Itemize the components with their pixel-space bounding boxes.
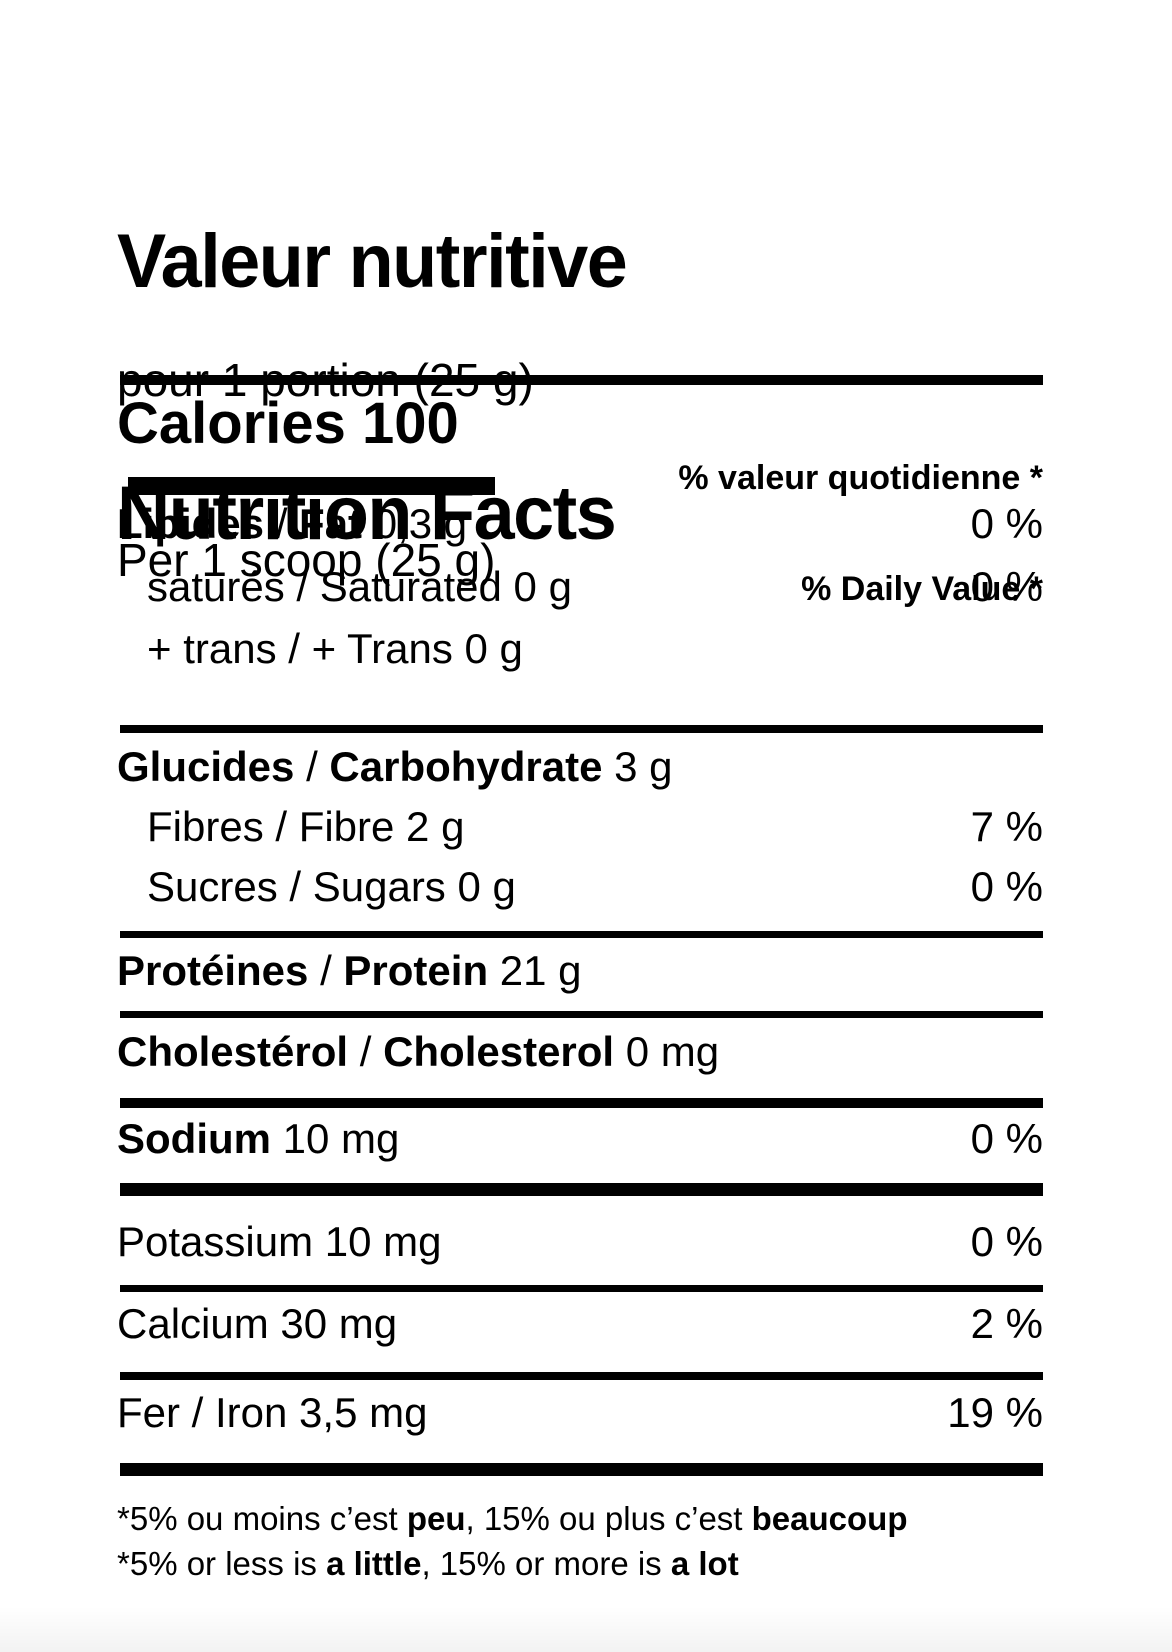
nutrient-name-fr: Cholestérol	[117, 1028, 349, 1075]
footnote-text: *5% or less is	[117, 1545, 327, 1582]
rule-bottom	[120, 1463, 1043, 1476]
calories-label: Calories	[117, 391, 346, 456]
title-french: Valeur nutritive	[117, 219, 628, 304]
daily-value-header-english: % Daily Value *	[801, 570, 1043, 608]
nutrient-name-sep: /	[308, 947, 344, 994]
daily-value: 2 %	[970, 1300, 1043, 1347]
nutrient-name-en: Cholesterol	[383, 1028, 615, 1075]
rule-after-sodium	[120, 1183, 1043, 1196]
nutrient-name-en: Carbohydrate	[329, 743, 603, 790]
rule-before-cholesterol	[120, 1011, 1043, 1018]
nutrient-name-fr: Protéines	[117, 947, 309, 994]
nutrient-name-sep: /	[348, 1028, 384, 1075]
row-saturated-fat: saturés / Saturated 0 g 0 %	[117, 563, 1043, 611]
rule-before-carbohydrate	[120, 725, 1043, 733]
calories-underline-bar	[128, 477, 495, 495]
rule-before-sodium	[120, 1098, 1043, 1108]
nutrient-amount: 0,3 g	[362, 500, 468, 547]
nutrient-name-fr: Sodium	[117, 1115, 271, 1162]
nutrient-name: Fibres / Fibre 2 g	[147, 803, 465, 850]
nutrient-name: Lipides / Fat 0,3 g	[117, 500, 467, 547]
nutrient-name: Sodium 10 mg	[117, 1115, 399, 1162]
nutrient-name: Fer / Iron 3,5 mg	[117, 1389, 428, 1436]
row-sodium: Sodium 10 mg 0 %	[117, 1115, 1043, 1163]
row-fat: Lipides / Fat 0,3 g 0 %	[117, 500, 1043, 548]
nutrient-name: Sucres / Sugars 0 g	[147, 863, 516, 910]
calories: Calories 100	[117, 390, 459, 457]
footnote-text: , 15% or more is	[421, 1545, 671, 1582]
daily-value: 0 %	[970, 863, 1043, 910]
nutrient-name: saturés / Saturated 0 g	[147, 563, 572, 610]
row-sugars: Sucres / Sugars 0 g 0 %	[117, 863, 1043, 911]
footnote-english: *5% or less is a little, 15% or more is …	[117, 1542, 739, 1586]
nutrient-name: Cholestérol / Cholesterol 0 mg	[117, 1028, 719, 1075]
row-protein: Protéines / Protein 21 g	[117, 947, 1043, 995]
daily-value-header-french: % valeur quotidienne *	[678, 459, 1043, 497]
row-calcium: Calcium 30 mg 2 %	[117, 1300, 1043, 1348]
nutrient-name-fr: Lipides	[117, 500, 265, 547]
serving-size-english: Per 1 scoop (25 g)	[117, 534, 496, 586]
footnote-text: , 15% ou plus c’est	[465, 1500, 752, 1537]
nutrient-name-en: Protein	[343, 947, 489, 994]
daily-value: 19 %	[947, 1389, 1043, 1436]
nutrient-name: Glucides / Carbohydrate 3 g	[117, 743, 673, 790]
row-fibre: Fibres / Fibre 2 g 7 %	[117, 803, 1043, 851]
nutrient-amount: 3 g	[602, 743, 673, 790]
nutrient-amount: 21 g	[488, 947, 582, 994]
nutrient-name-en: Fat	[299, 500, 363, 547]
daily-value: 7 %	[970, 803, 1043, 850]
nutrient-name: Calcium 30 mg	[117, 1300, 398, 1347]
nutrient-name-fr: Glucides	[117, 743, 295, 790]
daily-value-header: % valeur quotidienne * % Daily Value *	[117, 386, 1043, 682]
footnote-french: *5% ou moins c’est peu, 15% ou plus c’es…	[117, 1497, 908, 1541]
footnote-bold: a lot	[670, 1545, 739, 1582]
row-trans-fat: + trans / + Trans 0 g	[117, 625, 1043, 673]
nutrient-name-sep: /	[294, 743, 330, 790]
daily-value: 0 %	[970, 500, 1043, 547]
footnote-bold: beaucoup	[751, 1500, 908, 1537]
rule-after-serving	[120, 375, 1043, 385]
daily-value: 0 %	[970, 1115, 1043, 1162]
nutrient-name: + trans / + Trans 0 g	[147, 625, 523, 672]
footnote-bold: peu	[406, 1500, 466, 1537]
row-cholesterol: Cholestérol / Cholesterol 0 mg	[117, 1028, 1043, 1076]
rule-before-calcium	[120, 1285, 1043, 1292]
row-potassium: Potassium 10 mg 0 %	[117, 1218, 1043, 1266]
calories-value: 100	[362, 391, 459, 456]
rule-before-protein	[120, 931, 1043, 938]
row-carbohydrate: Glucides / Carbohydrate 3 g	[117, 743, 1043, 791]
nutrient-name-sep: /	[264, 500, 300, 547]
nutrient-name: Potassium 10 mg	[117, 1218, 442, 1265]
footnote-text: *5% ou moins c’est	[117, 1500, 407, 1537]
row-iron: Fer / Iron 3,5 mg 19 %	[117, 1389, 1043, 1437]
daily-value: 0 %	[970, 1218, 1043, 1265]
footnote-bold: a little	[326, 1545, 422, 1582]
daily-value: 0 %	[970, 563, 1043, 610]
rule-before-iron	[120, 1372, 1043, 1380]
nutrient-name: Protéines / Protein 21 g	[117, 947, 582, 994]
nutrient-amount: 10 mg	[271, 1115, 400, 1162]
nutrient-amount: 0 mg	[614, 1028, 720, 1075]
